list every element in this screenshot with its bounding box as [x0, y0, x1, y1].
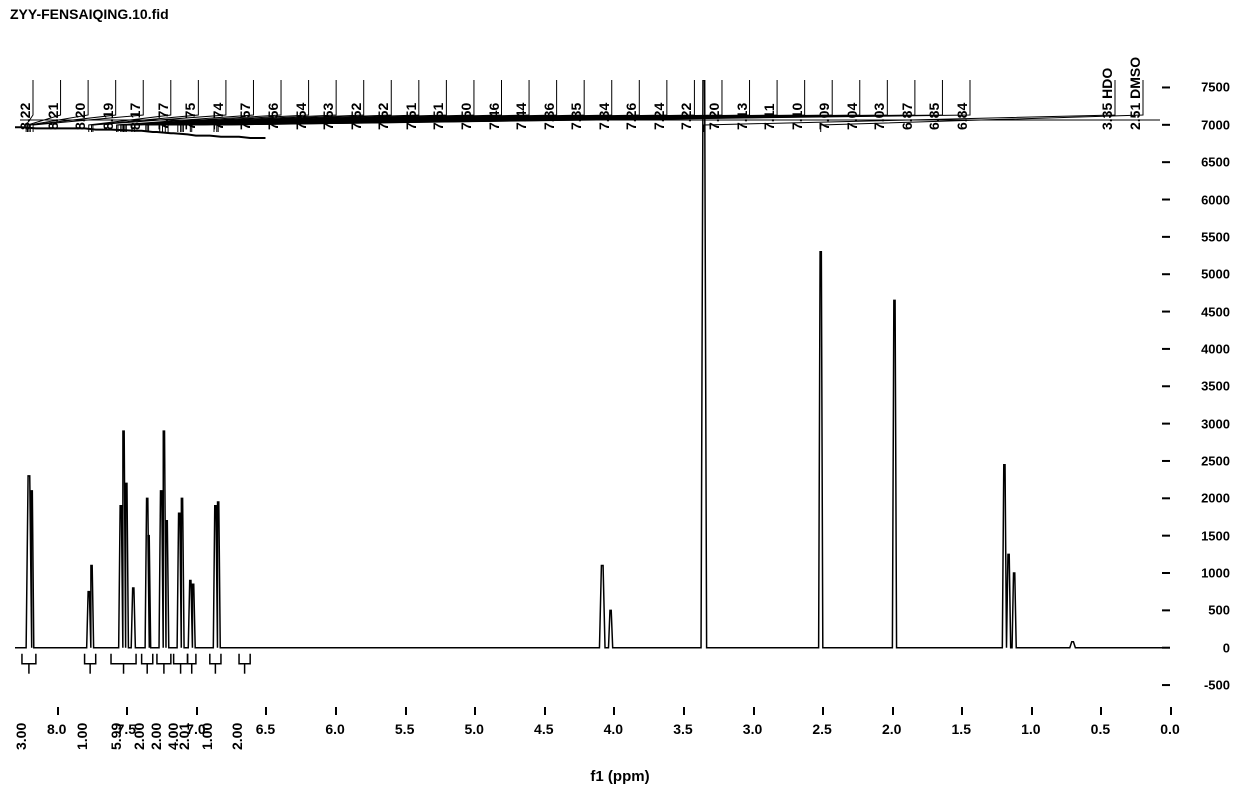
y-tick-label: 500 — [1208, 603, 1230, 618]
nmr-spectrum-container: ZYY-FENSAIQING.10.fid 8.228.218.208.198.… — [0, 0, 1240, 793]
x-tick-label: 6.0 — [325, 721, 344, 737]
y-tick-label: 5500 — [1201, 229, 1230, 244]
y-tick-label: 2000 — [1201, 491, 1230, 506]
integral-label: 2.01 — [176, 723, 192, 750]
x-tick-label: 0.5 — [1091, 721, 1110, 737]
y-tick-label: 2500 — [1201, 453, 1230, 468]
x-tick-label: 5.0 — [464, 721, 483, 737]
x-tick-label: 3.5 — [673, 721, 692, 737]
x-tick-label: 5.5 — [395, 721, 414, 737]
x-tick-label: 2.5 — [812, 721, 831, 737]
x-axis-label: f1 (ppm) — [590, 768, 649, 785]
y-tick-label: 6000 — [1201, 192, 1230, 207]
y-axis-right: 7500700065006000550050004500400035003000… — [1170, 80, 1230, 700]
x-tick-label: 6.5 — [256, 721, 275, 737]
spectrum-plot — [15, 80, 1170, 700]
integral-label: 5.99 — [108, 723, 124, 750]
y-tick-label: 7500 — [1201, 80, 1230, 95]
y-tick-label: 3500 — [1201, 379, 1230, 394]
y-tick-label: -500 — [1204, 678, 1230, 693]
x-tick-label: 3.0 — [743, 721, 762, 737]
y-tick-label: 0 — [1223, 640, 1230, 655]
y-tick-label: 4500 — [1201, 304, 1230, 319]
x-tick-label: 4.0 — [604, 721, 623, 737]
y-tick-label: 5000 — [1201, 267, 1230, 282]
x-tick-label: 1.5 — [952, 721, 971, 737]
y-tick-label: 1500 — [1201, 528, 1230, 543]
y-tick-label: 7000 — [1201, 117, 1230, 132]
integral-label: 1.00 — [74, 723, 90, 750]
x-tick-label: 4.5 — [534, 721, 553, 737]
integral-label: 2.00 — [131, 723, 147, 750]
spectrum-title: ZYY-FENSAIQING.10.fid — [10, 6, 169, 22]
integral-label: 1.00 — [199, 723, 215, 750]
x-tick-label: 2.0 — [882, 721, 901, 737]
x-tick-mark — [1170, 707, 1172, 715]
x-tick-label: 0.0 — [1160, 721, 1179, 737]
y-tick-label: 3000 — [1201, 416, 1230, 431]
y-tick-label: 6500 — [1201, 155, 1230, 170]
integral-label: 2.00 — [148, 723, 164, 750]
integral-label: 2.00 — [229, 723, 245, 750]
y-tick-label: 4000 — [1201, 341, 1230, 356]
y-tick-label: 1000 — [1201, 566, 1230, 581]
x-tick-label: 8.0 — [47, 721, 66, 737]
x-tick-label: 1.0 — [1021, 721, 1040, 737]
integral-label: 3.00 — [13, 723, 29, 750]
integral-labels-area: 3.001.005.992.002.004.002.011.002.00 — [15, 655, 1170, 715]
